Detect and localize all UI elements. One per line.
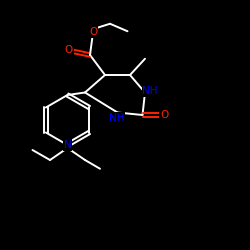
Text: O: O xyxy=(89,27,98,37)
Text: O: O xyxy=(160,110,168,120)
Text: NH: NH xyxy=(108,113,124,123)
Text: N: N xyxy=(64,140,72,150)
Text: NH: NH xyxy=(142,86,158,96)
Text: O: O xyxy=(64,45,73,55)
